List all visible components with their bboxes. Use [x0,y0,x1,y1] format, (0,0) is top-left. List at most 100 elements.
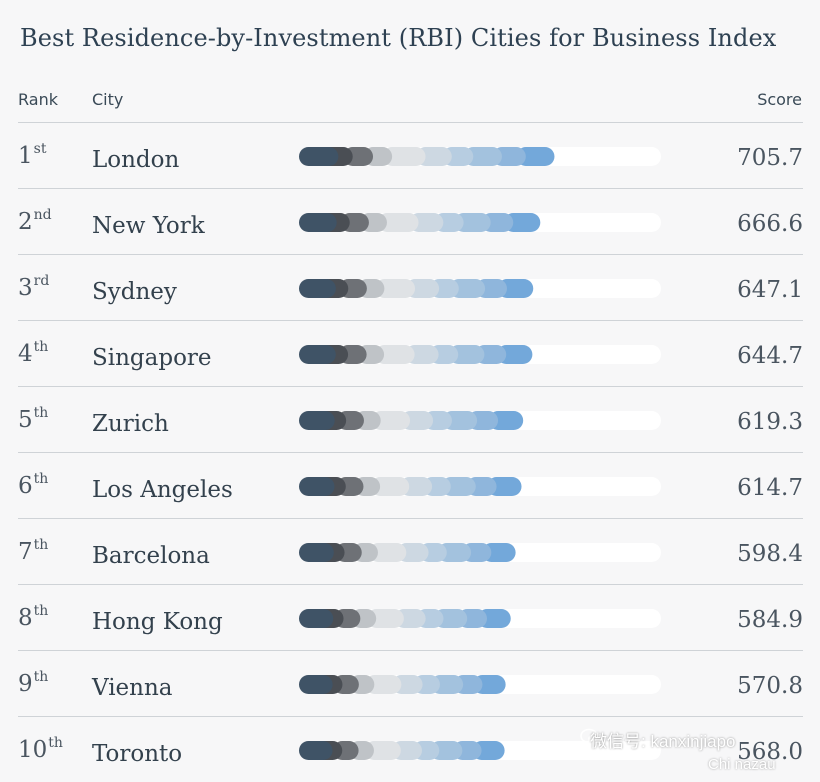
bar-segment-5 [370,477,410,496]
rank-suffix: st [33,141,47,157]
bar-segment-10 [477,609,511,628]
table-row: 2nd New York 666.6 [18,188,803,254]
rank-suffix: th [33,603,49,619]
bar-segment-6 [405,279,440,298]
score-label: 584.9 [737,607,803,633]
score-bar [299,411,524,430]
bar-segment-5 [368,543,407,562]
column-header-score: Score [757,90,802,109]
rank-suffix: th [33,339,49,355]
table-row: 8th Hong Kong 584.9 [18,584,803,650]
column-header-city: City [92,90,124,109]
city-label: Zurich [92,411,169,437]
bar-segment-1 [299,345,336,364]
score-bar [299,543,516,562]
bar-segment-8 [441,477,476,496]
bar-segment-8 [463,147,502,166]
score-bar [299,345,533,364]
rank-suffix: th [33,669,49,685]
bar-segment-5 [382,147,426,166]
bar-track [299,345,661,364]
bar-segment-8 [448,345,485,364]
table-row: 7th Barcelona 598.4 [18,518,803,584]
bar-track [299,741,661,760]
rank-label: 5th [18,405,48,433]
bar-track [299,609,661,628]
city-label: Sydney [92,279,177,305]
column-header-rank: Rank [18,90,58,109]
rank-number: 8 [18,605,33,631]
table-row: 1st London 705.7 [18,122,803,188]
score-label: 644.7 [737,343,803,369]
city-label: London [92,147,180,173]
score-label: 666.6 [737,211,803,237]
city-label: Hong Kong [92,609,223,635]
bar-segment-5 [371,411,411,430]
city-label: Los Angeles [92,477,233,503]
bar-segment-6 [405,345,439,364]
bar-segment-1 [299,741,333,760]
bar-track [299,147,661,166]
bar-segment-5 [374,279,416,298]
rank-label: 7th [18,537,48,565]
rank-suffix: th [33,471,49,487]
bar-segment-6 [416,147,452,166]
rank-suffix: nd [33,207,52,223]
bar-segment-5 [366,609,404,628]
city-label: Singapore [92,345,212,371]
bar-track [299,411,661,430]
bar-segment-5 [374,345,415,364]
score-label: 647.1 [737,277,803,303]
bar-segment-10 [496,345,533,364]
score-bar [299,213,541,232]
rank-suffix: th [33,405,49,421]
rank-number: 3 [18,275,33,301]
ranking-table: 1st London 705.7 2nd New York 666.6 3rd Sydney 6… [18,122,803,782]
bar-segment-10 [516,147,555,166]
bar-segment-1 [299,675,333,694]
score-label: 614.7 [737,475,803,501]
rank-suffix: th [33,537,49,553]
bar-segment-8 [449,279,486,298]
bar-segment-10 [503,213,541,232]
table-row: 6th Los Angeles 614.7 [18,452,803,518]
bar-segment-8 [437,543,472,562]
bar-segment-10 [497,279,534,298]
rank-number: 4 [18,341,33,367]
bar-segment-8 [433,609,468,628]
bar-segment-6 [409,213,444,232]
bar-segment-1 [299,147,339,166]
bar-segment-10 [487,477,522,496]
bar-segment-1 [299,609,334,628]
bar-segment-1 [299,279,336,298]
rank-label: 6th [18,471,48,499]
rank-number: 5 [18,407,33,433]
watermark-subtext: Chi nazau [708,756,776,773]
rank-number: 2 [18,209,33,235]
rank-label: 10th [18,735,63,763]
city-label: Toronto [92,741,183,767]
bar-segment-5 [377,213,419,232]
score-label: 598.4 [737,541,803,567]
city-label: Barcelona [92,543,210,569]
score-label: 570.8 [737,673,803,699]
score-bar [299,147,555,166]
score-label: 705.7 [737,145,803,171]
chart-title: Best Residence-by-Investment (RBI) Citie… [20,24,777,52]
score-bar [299,477,522,496]
rank-suffix: th [48,735,63,751]
bar-segment-1 [299,213,337,232]
bar-segment-1 [299,477,335,496]
bar-segment-5 [364,741,401,760]
score-label: 568.0 [737,739,803,765]
bar-track [299,213,661,232]
bar-segment-8 [454,213,491,232]
rank-label: 4th [18,339,48,367]
table-row: 5th Zurich 619.3 [18,386,803,452]
score-label: 619.3 [737,409,803,435]
bar-segment-10 [481,543,516,562]
rank-label: 9th [18,669,48,697]
bar-segment-9 [492,147,526,166]
bar-segment-8 [442,411,478,430]
bar-track [299,477,661,496]
